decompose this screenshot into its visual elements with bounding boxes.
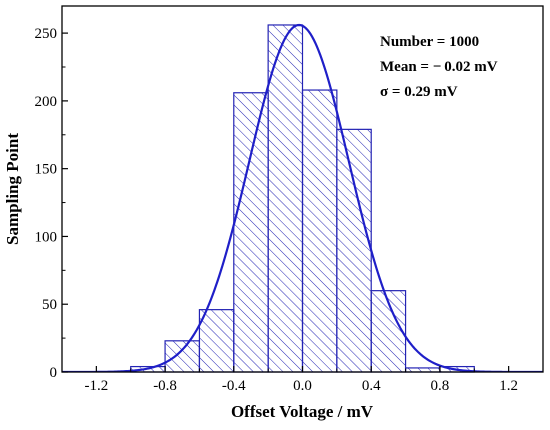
x-tick-label: 1.2 [499, 378, 518, 394]
x-tick-label: 0.0 [293, 378, 312, 394]
x-tick-label: -1.2 [84, 378, 108, 394]
normal-fit-curve [62, 23, 543, 372]
annotation-number: Number = 1000 [380, 34, 479, 50]
ticks-layer: -1.2 -0.8 -0.4 0.0 0.4 0.8 1.2 0 50 100 150 200 250 [35, 26, 519, 394]
x-tick-label: -0.4 [222, 378, 246, 394]
annotation-sigma: σ = 0.29 mV [380, 84, 458, 100]
y-tick-label: 50 [42, 297, 57, 313]
fit-layer [62, 23, 543, 372]
histogram-bar [198, 309, 235, 373]
y-tick-label: 250 [35, 26, 58, 42]
y-tick-label: 100 [35, 229, 58, 245]
y-tick-label: 150 [35, 162, 58, 178]
annotation-mean: Mean = − 0.02 mV [380, 59, 498, 75]
x-tick-label: 0.4 [362, 378, 381, 394]
histogram-bar [267, 24, 304, 373]
x-tick-label: 0.8 [431, 378, 450, 394]
x-tick-label: -0.8 [153, 378, 177, 394]
y-tick-label: 0 [50, 365, 58, 381]
y-axis-title: Sampling Point [3, 133, 22, 245]
x-axis-title: Offset Voltage / mV [231, 402, 374, 421]
histogram-bar [301, 89, 338, 373]
bars-layer [130, 24, 475, 373]
histogram-bar [336, 128, 372, 373]
y-tick-label: 200 [35, 94, 58, 110]
histogram-bar [233, 92, 269, 373]
histogram-bar [164, 340, 201, 373]
